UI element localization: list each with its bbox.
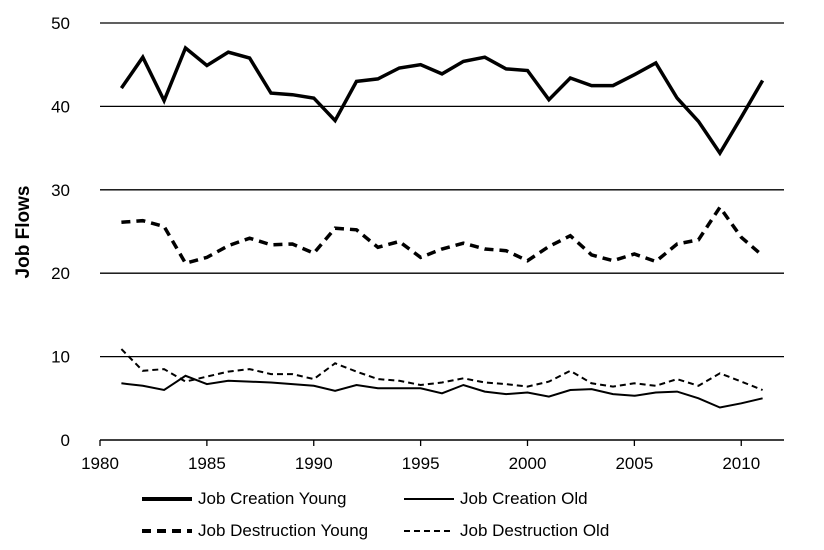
- legend-swatch-dashed-thick: [142, 529, 192, 533]
- legend-item-job-creation-young: Job Creation Young: [140, 486, 346, 512]
- data-series: [119, 45, 765, 409]
- y-tick-label: 40: [51, 97, 70, 116]
- gridlines: [100, 22, 784, 358]
- x-tick-label: 1980: [81, 454, 119, 473]
- legend-label: Job Creation Old: [460, 489, 588, 508]
- x-tick-label: 2005: [615, 454, 653, 473]
- y-tick-labels: 0 10 20 30 40 50: [51, 14, 70, 450]
- y-tick-label: 20: [51, 264, 70, 283]
- legend: Job Creation Young Job Creation Old Job …: [140, 486, 700, 548]
- x-tick-label: 2010: [722, 454, 760, 473]
- series-line-job-destruction-young: [121, 204, 764, 266]
- series-line-job-creation-young: [119, 45, 765, 157]
- series-line-job-destruction-old: [120, 348, 763, 391]
- x-tick-label: 1990: [295, 454, 333, 473]
- y-tick-label: 30: [51, 181, 70, 200]
- legend-item-job-destruction-old: Job Destruction Old: [402, 518, 609, 544]
- legend-item-job-creation-old: Job Creation Old: [402, 486, 588, 512]
- x-tick-label: 1995: [402, 454, 440, 473]
- legend-swatch-solid-thick: [142, 497, 192, 501]
- y-axis-label: Job Flows: [13, 186, 34, 279]
- series-line-job-creation-old: [121, 374, 763, 409]
- y-tick-label: 50: [51, 14, 70, 33]
- legend-label: Job Destruction Old: [460, 521, 610, 540]
- legend-swatch-dashed-thin: [404, 530, 454, 532]
- axes: [99, 439, 784, 446]
- y-tick-label: 0: [61, 431, 70, 450]
- x-tick-label: 1985: [188, 454, 226, 473]
- y-tick-label: 10: [51, 348, 70, 367]
- legend-swatch-solid-thin: [404, 498, 454, 500]
- legend-label: Job Destruction Young: [198, 521, 369, 540]
- legend-item-job-destruction-young: Job Destruction Young: [140, 518, 368, 544]
- legend-label: Job Creation Young: [198, 489, 347, 508]
- x-tick-labels: 1980 1985 1990 1995 2000 2005 2010: [81, 454, 760, 473]
- line-chart: 0 10 20 30 40 50 1980 1985 1990 1995 2000 2005 2010…: [13, 14, 784, 473]
- x-tick-label: 2000: [509, 454, 547, 473]
